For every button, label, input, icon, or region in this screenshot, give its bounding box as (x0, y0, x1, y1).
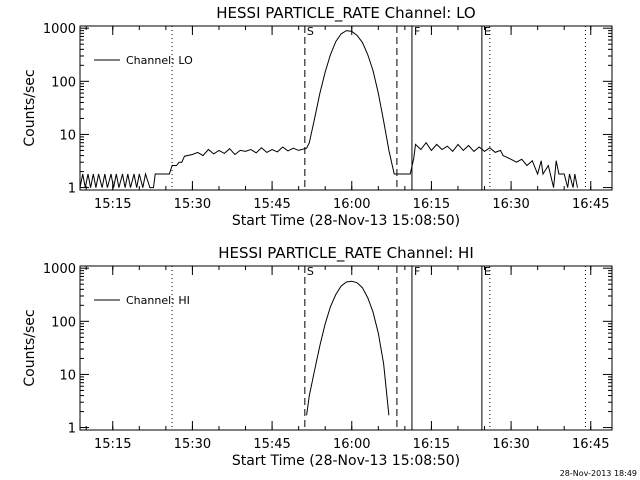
y-tick-label: 100 (51, 315, 76, 330)
series-line (306, 280, 390, 416)
marker-label: E (484, 25, 491, 38)
lo-channel-panel: HESSI PARTICLE_RATE Channel: LO 1 10 100 100… (22, 4, 613, 229)
y-tick-label: 100 (51, 75, 76, 90)
x-tick-label: 16:30 (492, 197, 529, 212)
x-tick-label: 16:30 (492, 437, 529, 452)
x-tick-label: 16:00 (333, 197, 370, 212)
marker-label: S (307, 265, 314, 278)
chart-title: HESSI PARTICLE_RATE Channel: LO (216, 4, 475, 23)
y-tick-label: 1000 (43, 262, 76, 277)
marker-label: E (484, 265, 491, 278)
y-axis-label: Counts/sec (22, 69, 38, 146)
marker-label: F (414, 25, 420, 38)
x-axis-label: Start Time (28-Nov-13 15:08:50) (232, 213, 460, 229)
x-tick-label: 15:30 (174, 197, 211, 212)
x-tick-label: 15:45 (253, 197, 290, 212)
x-tick-label: 16:00 (333, 437, 370, 452)
plot-frame (79, 265, 613, 431)
y-tick-label: 1 (68, 422, 76, 437)
y-tick-label: 1000 (43, 22, 76, 37)
hi-channel-panel: HESSI PARTICLE_RATE Channel: HI 1 10 100 100… (22, 244, 613, 469)
x-axis-label: Start Time (28-Nov-13 15:08:50) (232, 453, 460, 469)
x-tick-label: 16:45 (572, 437, 609, 452)
footer-timestamp: 28-Nov-2013 18:49 (560, 469, 637, 478)
plot-frame (79, 25, 613, 191)
legend-label: Channel: LO (126, 54, 193, 67)
y-axis-label: Counts/sec (22, 309, 38, 386)
x-tick-label: 15:30 (174, 437, 211, 452)
x-tick-label: 16:15 (413, 437, 450, 452)
x-tick-label: 16:45 (572, 197, 609, 212)
chart-title: HESSI PARTICLE_RATE Channel: HI (218, 244, 474, 263)
x-tick-label: 15:45 (253, 437, 290, 452)
y-tick-label: 10 (59, 128, 76, 143)
x-tick-label: 15:15 (94, 437, 131, 452)
y-tick-label: 10 (59, 368, 76, 383)
legend-label: Channel: HI (126, 294, 190, 307)
x-tick-label: 16:15 (413, 197, 450, 212)
marker-label: F (414, 265, 420, 278)
marker-label: S (307, 25, 314, 38)
series-line (79, 30, 578, 189)
y-tick-label: 1 (68, 182, 76, 197)
x-tick-label: 15:15 (94, 197, 131, 212)
